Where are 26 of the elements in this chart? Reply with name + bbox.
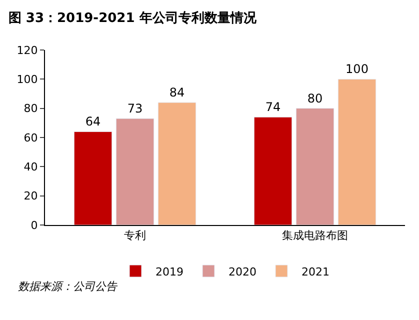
legend-label: 2021 [302, 265, 330, 278]
data-label: 80 [307, 91, 323, 106]
data-label: 64 [85, 114, 101, 129]
data-label: 73 [127, 102, 143, 116]
bar [296, 108, 334, 225]
x-tick-label: 集成电路布图 [282, 229, 348, 242]
bar [158, 102, 196, 225]
y-tick-label: 20 [24, 190, 38, 203]
y-tick-label: 120 [16, 44, 38, 57]
bar [74, 131, 112, 225]
legend-label: 2020 [228, 265, 256, 278]
y-tick-label: 0 [30, 218, 38, 232]
data-label: 74 [265, 100, 281, 114]
y-tick-label: 80 [24, 102, 38, 116]
chart-title: 图 33：2019-2021 年公司专利数量情况 [8, 10, 258, 26]
data-label: 84 [169, 86, 185, 100]
source-note: 数据来源：公司公告 [18, 280, 118, 293]
y-tick-label: 100 [16, 73, 38, 86]
bar [116, 118, 154, 225]
y-tick-label: 60 [24, 131, 38, 144]
y-tick-label: 40 [24, 160, 38, 174]
legend-label: 2019 [156, 265, 184, 278]
data-label: 100 [346, 62, 368, 76]
x-tick-label: 专利 [124, 229, 146, 242]
bar [254, 116, 292, 225]
bar [338, 78, 376, 225]
